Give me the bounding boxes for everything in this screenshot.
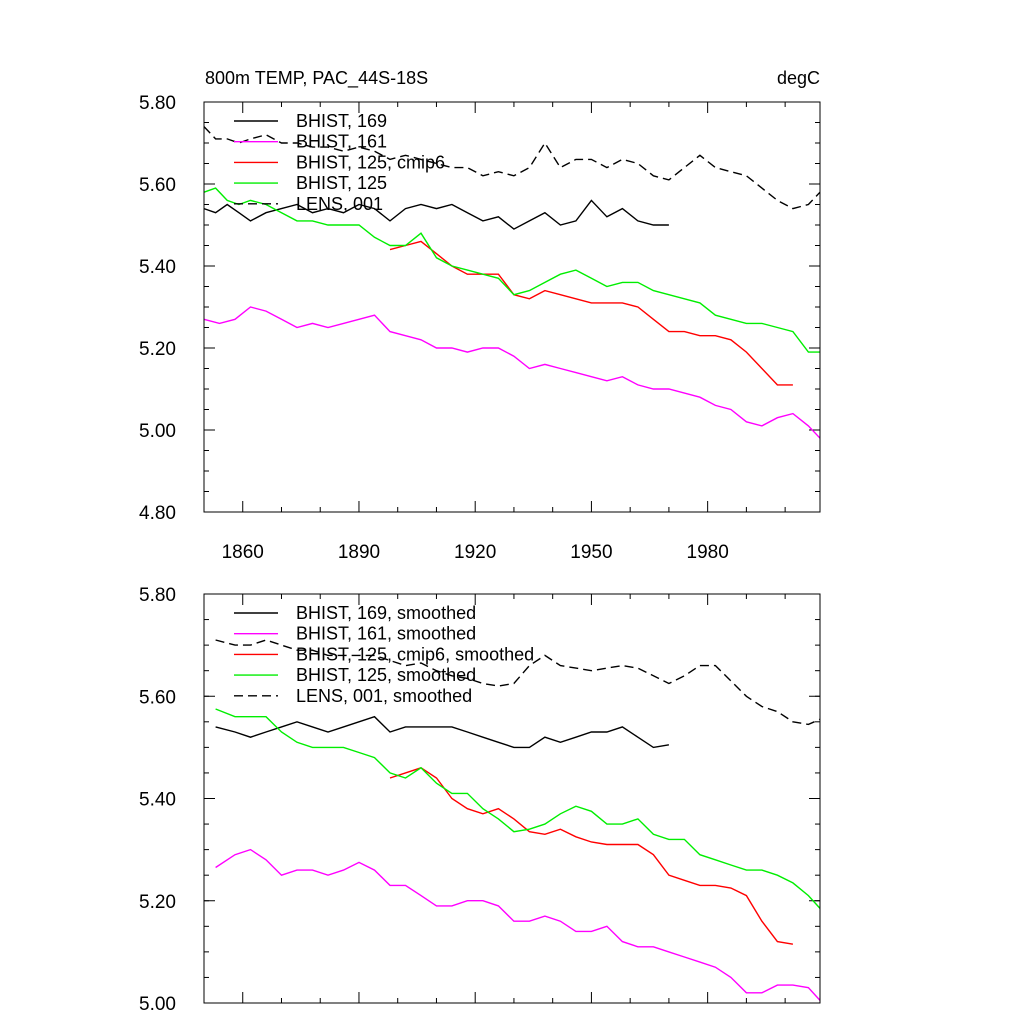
series-line-bhist-125: [203, 187, 820, 353]
y-tick-label: 5.60: [139, 175, 176, 196]
legend-label: BHIST, 161, smoothed: [296, 624, 476, 644]
series-line-bhist-125-cmip6: [389, 240, 793, 386]
legend-label: LENS, 001, smoothed: [296, 686, 472, 706]
series-line-bhist-161-smoothed: [215, 848, 821, 1001]
y-tick-label: 5.60: [139, 687, 176, 708]
top-panel-title: 800m TEMP, PAC_44S-18S: [205, 68, 428, 89]
x-tick-label: 1890: [338, 542, 380, 563]
top-panel-frame: [203, 101, 821, 513]
y-tick-label: 5.00: [139, 994, 176, 1015]
series-line-bhist-169: [203, 199, 669, 230]
y-tick-label: 5.80: [139, 585, 176, 606]
series-line-bhist-161: [203, 306, 821, 439]
legend-label: BHIST, 125, cmip6, smoothed: [296, 644, 534, 664]
bottom-panel: 5.00 5.20 5.40 5.60 5.80 BHIST, 169, smoothe…: [139, 585, 821, 1015]
series-line-bhist-169-smoothed: [215, 715, 670, 749]
y-tick-label: 5.80: [139, 93, 176, 114]
legend-label: BHIST, 125: [296, 173, 387, 193]
legend-label: LENS, 001: [296, 194, 383, 214]
legend-label: BHIST, 125, cmip6: [296, 152, 445, 172]
top-panel: 800m TEMP, PAC_44S-18S degC 4.80 5.00 5.20…: [139, 68, 821, 563]
legend-label: BHIST, 169: [296, 111, 387, 131]
top-panel-units: degC: [777, 68, 820, 88]
y-tick-label: 5.40: [139, 790, 176, 811]
x-tick-label: 1920: [454, 542, 496, 563]
legend-label: BHIST, 125, smoothed: [296, 665, 476, 685]
y-tick-label: 5.20: [139, 339, 176, 360]
x-tick-label: 1860: [222, 542, 264, 563]
series-line-bhist-125-cmip6-smoothed: [389, 767, 794, 945]
y-tick-label: 5.00: [139, 421, 176, 442]
bottom-panel-frame: [203, 593, 821, 1004]
y-tick-label: 4.80: [139, 503, 176, 524]
legend-label: BHIST, 161: [296, 132, 387, 152]
y-tick-label: 5.20: [139, 892, 176, 913]
x-tick-label: 1950: [570, 542, 612, 563]
x-tick-label: 1980: [687, 542, 729, 563]
legend-label: BHIST, 169, smoothed: [296, 603, 476, 623]
series-line-bhist-125-smoothed: [215, 708, 821, 909]
y-tick-label: 5.40: [139, 257, 176, 278]
series-line-lens-001: [203, 126, 821, 210]
